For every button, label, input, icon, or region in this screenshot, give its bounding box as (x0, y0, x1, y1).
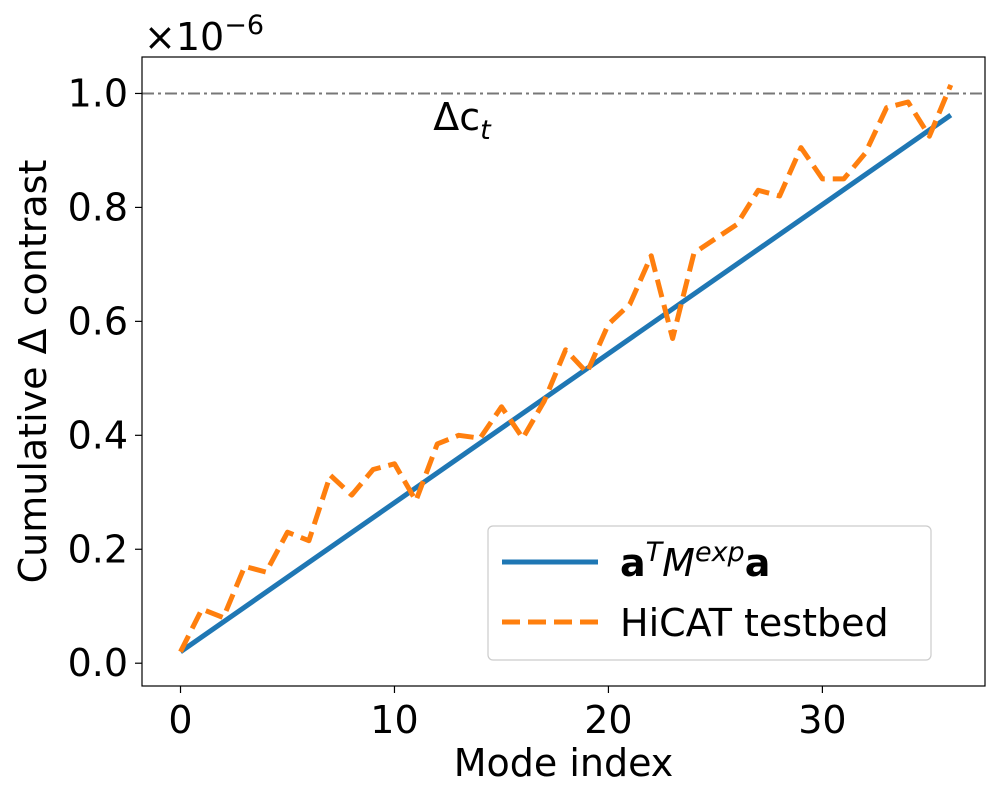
x-tick-label: 10 (370, 698, 418, 742)
y-multiplier-base: ×10 (144, 15, 224, 59)
threshold-label-subscript: t (480, 115, 492, 146)
y-tick-label: 0.8 (68, 185, 128, 229)
axes-frame (141, 56, 986, 687)
threshold-label-main: Δc (433, 95, 480, 139)
threshold-label: Δct (433, 95, 492, 146)
y-axis-label: Cumulative Δ contrast (11, 160, 55, 584)
y-tick-label: 0.4 (68, 413, 128, 457)
series-layer (178, 83, 954, 654)
y-axis-multiplier: ×10−6 (144, 10, 264, 59)
legend-label-model-a2: a (745, 541, 771, 585)
legend-label-model-M: M (662, 541, 695, 585)
legend-box (487, 525, 932, 661)
x-axis-label: Mode index (454, 741, 674, 785)
legend: aTMexpa HiCAT testbed (487, 525, 932, 661)
x-tick-label: 30 (798, 698, 846, 742)
legend-label-model-T: T (646, 537, 665, 568)
legend-label-model-a: a (620, 541, 646, 585)
series-line-testbed (178, 83, 954, 653)
legend-label-model-exp: exp (695, 537, 745, 568)
x-tick-label: 20 (584, 698, 632, 742)
legend-label-testbed: HiCAT testbed (620, 601, 889, 645)
series-line-model (179, 113, 953, 654)
x-tick-label: 0 (168, 698, 192, 742)
y-multiplier-exponent: −6 (224, 10, 264, 41)
legend-label-model: aTMexpa (620, 537, 770, 585)
y-tick-label: 0.2 (68, 527, 128, 571)
y-tick-label: 0.6 (68, 299, 128, 343)
y-tick-label: 1.0 (68, 71, 128, 115)
x-axis-ticks: 0 10 20 30 (168, 686, 847, 742)
y-tick-label: 0.0 (68, 641, 128, 685)
y-axis-ticks: 0.0 0.2 0.4 0.6 0.8 1.0 (68, 71, 142, 685)
